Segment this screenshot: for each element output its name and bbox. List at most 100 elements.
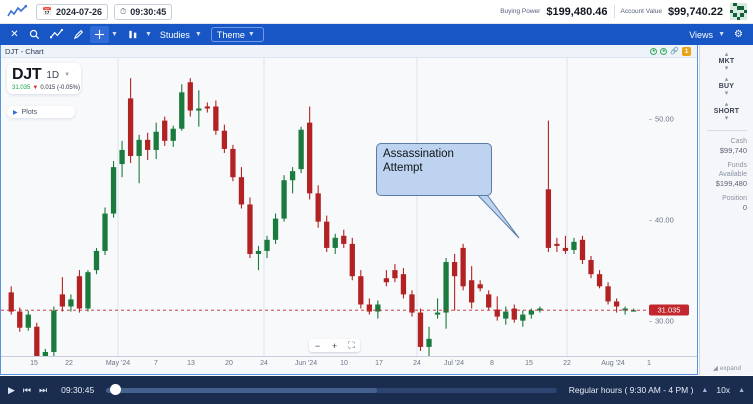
down-arrow-icon: ▼	[32, 85, 39, 91]
y-tick-label: 50.00	[655, 114, 674, 124]
zoom-in-button[interactable]: +	[331, 340, 338, 351]
candlestick-plot[interactable]	[1, 58, 649, 356]
down-arrow-icon-short[interactable]: ▾	[724, 115, 729, 122]
chart-area[interactable]: DJT 1D ▼ 31.035 ▼ 0.015 (-0.05%) ▶ Plots	[1, 58, 697, 374]
speed-caret-icon[interactable]: ▲	[738, 386, 745, 394]
x-tick-label: 20	[225, 360, 233, 367]
replay-slider-handle[interactable]	[110, 384, 122, 395]
x-axis[interactable]: 15 22 May '24 7 13 20 24 Jun '24 10 17 24 Jul '24 8 1…	[1, 356, 697, 374]
buying-power-label: Buying Power	[500, 8, 541, 15]
play-icon[interactable]: ▶	[8, 384, 15, 395]
stat-position-label: Position	[722, 195, 747, 202]
x-tick-label: 17	[375, 360, 383, 367]
x-tick-label: 1	[647, 360, 651, 367]
zoom-out-button[interactable]: −	[314, 340, 321, 351]
symbol-card[interactable]: DJT 1D ▼ 31.035 ▼ 0.015 (-0.05%)	[7, 63, 81, 94]
date-field[interactable]: 📅 2024-07-26	[36, 3, 109, 20]
x-tick-label: 15	[30, 360, 38, 367]
theme-caret-icon: ▼	[247, 31, 255, 38]
plots-panel[interactable]: ▶ Plots	[7, 106, 75, 118]
views-dropdown-caret-icon[interactable]: ▼	[718, 31, 725, 38]
annotation-text: Assassination Attempt	[383, 148, 454, 174]
views-button[interactable]: Views	[689, 29, 714, 40]
up-arrow-icon-short[interactable]: ▴	[724, 101, 729, 108]
stat-cash-label: Cash	[730, 138, 747, 145]
price-change: 0.015 (-0.05%)	[40, 85, 81, 91]
chart-type-dropdown-caret-icon[interactable]: ▼	[144, 31, 152, 38]
callout-pointer	[471, 188, 520, 239]
x-tick-label: May '24	[105, 360, 131, 367]
date-value: 2024-07-26	[55, 6, 103, 17]
link-icon[interactable]: 🔗	[670, 48, 679, 55]
expand-label: expand	[719, 364, 742, 372]
y-tick-mark	[649, 320, 652, 322]
studies-button[interactable]: Studies	[159, 29, 190, 40]
replay-slider-fill	[106, 387, 377, 393]
online-dot-icon[interactable]: ●	[650, 47, 658, 55]
studies-dropdown-caret-icon[interactable]: ▼	[194, 31, 202, 38]
symbol-ticker: DJT	[12, 66, 42, 83]
x-tick-label: 8	[490, 360, 494, 367]
annotation-callout[interactable]: Assassination Attempt	[376, 143, 492, 196]
panel-header-controls: ● ● 🔗 1	[650, 46, 693, 56]
stat-funds-available: Funds Available $199,480	[700, 161, 753, 188]
chart-type-icon[interactable]	[123, 26, 143, 43]
order-button-mkt[interactable]: ▴ MKT ▾	[700, 51, 753, 72]
up-arrow-icon-buy[interactable]: ▴	[724, 76, 729, 83]
qr-code-icon	[730, 3, 747, 20]
session-selector[interactable]: Regular hours ( 9:30 AM - 4 PM )	[568, 385, 694, 395]
down-arrow-icon-buy[interactable]: ▾	[724, 90, 729, 97]
x-tick-label: 24	[260, 360, 268, 367]
y-tick-label: 40.00	[655, 215, 674, 225]
speed-selector[interactable]: 10x	[716, 385, 731, 395]
timeframe-caret-icon[interactable]: ▼	[64, 72, 71, 78]
calendar-icon: 📅	[42, 7, 52, 16]
down-arrow-icon[interactable]: ▾	[724, 65, 729, 72]
stat-cash: Cash $99,740	[700, 137, 753, 155]
trade-sidebar: ▴ MKT ▾ ▴ BUY ▾ ▴ SHORT ▾ Cash $99,740 F…	[699, 45, 753, 375]
search-icon[interactable]	[25, 26, 44, 43]
chart-panel: DJT - Chart ● ● 🔗 1 DJT 1D ▼ 31.035	[0, 45, 698, 375]
session-caret-icon[interactable]: ▲	[701, 386, 709, 394]
y-tick-mark	[649, 118, 652, 120]
x-tick-label: Aug '24	[601, 360, 625, 367]
zoom-controls: − + ⛶	[309, 339, 360, 352]
divider	[613, 5, 615, 18]
pencil-icon[interactable]	[69, 26, 88, 43]
current-price-tag: 31.035	[649, 304, 689, 316]
line-chart-icon	[6, 4, 28, 20]
x-tick-label: Jun '24	[294, 360, 318, 367]
order-button-short[interactable]: ▴ SHORT ▾	[700, 101, 753, 122]
panel-badge[interactable]: 1	[682, 46, 691, 56]
close-icon[interactable]: ✕	[10, 29, 19, 40]
clock-icon: ⏱	[120, 6, 127, 16]
order-button-buy[interactable]: ▴ BUY ▾	[700, 76, 753, 97]
x-tick-label: 13	[187, 360, 195, 367]
gear-icon[interactable]: ⚙	[734, 29, 743, 40]
buying-power-value: $199,480.46	[546, 5, 608, 18]
fullscreen-button[interactable]: ⛶	[348, 340, 355, 350]
theme-label: Theme	[216, 29, 245, 40]
panel-header: DJT - Chart ● ● 🔗 1	[1, 45, 697, 58]
panel-title: DJT - Chart	[5, 46, 44, 56]
order-button-short-label: SHORT	[713, 108, 740, 115]
account-value-label: Account Value	[620, 8, 662, 15]
crosshair-icon[interactable]	[90, 26, 109, 43]
step-backward-icon[interactable]: ⏮	[22, 384, 32, 395]
x-tick-label: Jul '24	[443, 360, 465, 367]
replay-slider[interactable]	[106, 384, 557, 395]
theme-button[interactable]: Theme ▼	[210, 27, 264, 42]
stat-cash-value: $99,740	[719, 146, 747, 155]
step-forward-icon[interactable]: ⏭	[39, 384, 48, 395]
online-dot-icon-2[interactable]: ●	[660, 47, 668, 55]
crosshair-dropdown-caret-icon[interactable]: ▼	[111, 31, 118, 38]
timeframe-label[interactable]: 1D	[46, 69, 60, 81]
last-price: 31.035	[12, 85, 31, 91]
y-axis[interactable]: 50.00 40.00 30.00 31.035	[649, 58, 697, 356]
time-field[interactable]: ⏱ 09:30:45	[114, 3, 173, 20]
up-arrow-icon[interactable]: ▴	[724, 51, 729, 58]
account-summary: Buying Power $199,480.46 Account Value $…	[500, 5, 723, 18]
expand-sidebar-button[interactable]: ◢ expand	[700, 364, 753, 373]
trend-line-icon[interactable]	[46, 26, 67, 43]
